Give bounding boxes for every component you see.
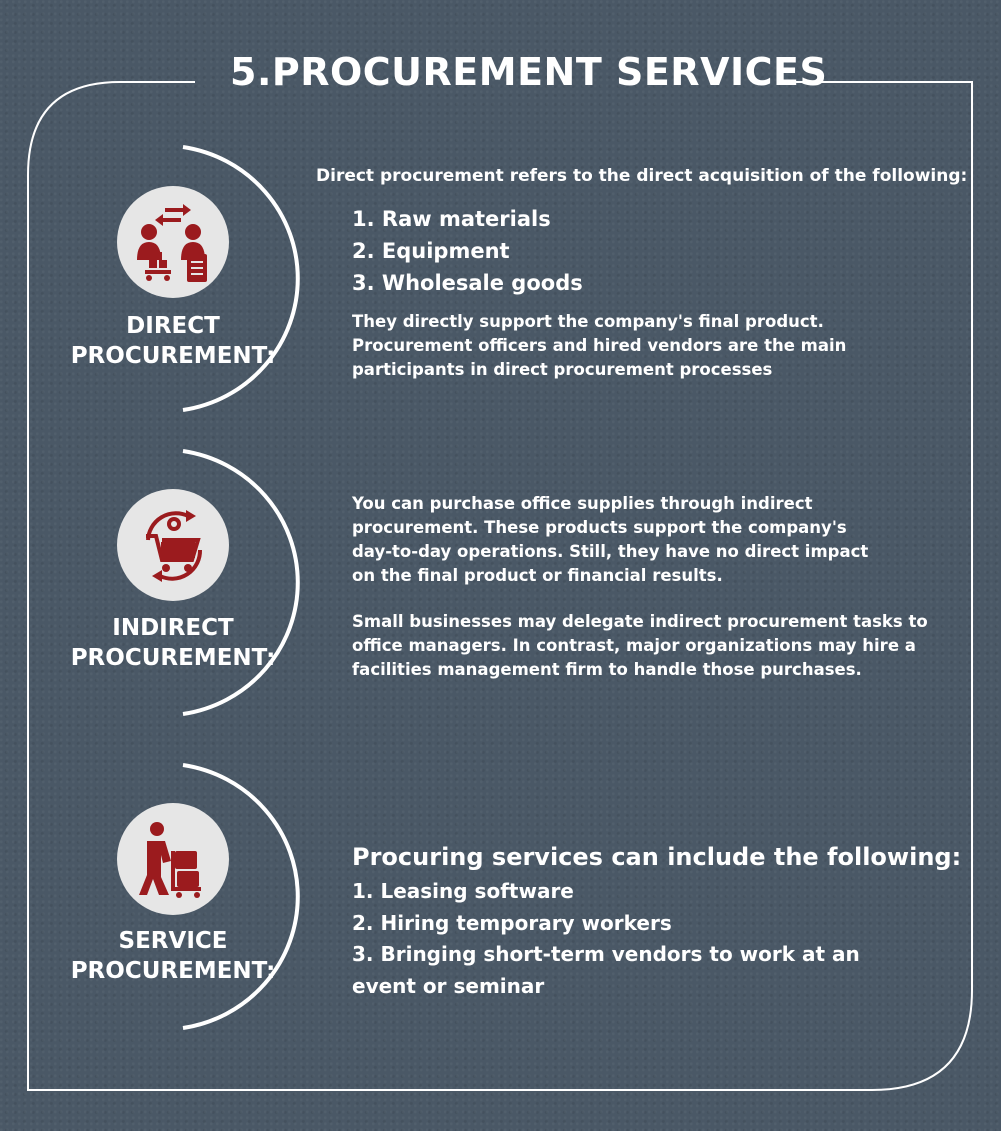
list-item: 3. Bringing short-term vendors to work a… [352, 942, 860, 966]
label-line: INDIRECT [112, 615, 234, 641]
section-arc-indirect [182, 449, 300, 716]
label-line: PROCUREMENT: [70, 645, 276, 671]
indirect-paragraph-1: You can purchase office supplies through… [352, 492, 868, 588]
service-list: 1. Leasing software 2. Hiring temporary … [352, 876, 860, 1002]
page-title: 5.PROCUREMENT SERVICES [230, 50, 828, 94]
label-line: SERVICE [118, 928, 228, 954]
list-item: 1. Leasing software [352, 879, 574, 903]
text-line: office managers. In contrast, major orga… [352, 636, 916, 655]
text-line: participants in direct procurement proce… [352, 360, 773, 379]
list-item: event or seminar [352, 973, 545, 998]
service-heading: Procuring services can include the follo… [352, 843, 962, 871]
outer-frame [27, 81, 973, 1091]
text-line: on the final product or financial result… [352, 566, 723, 585]
direct-intro: Direct procurement refers to the direct … [316, 166, 968, 186]
indirect-paragraph-2: Small businesses may delegate indirect p… [352, 610, 928, 682]
label-line: PROCUREMENT: [70, 958, 276, 984]
text-line: facilities management firm to handle tho… [352, 660, 862, 679]
text-line: procurement. These products support the … [352, 518, 847, 537]
delivery-worker-icon [117, 803, 229, 915]
text-line: You can purchase office supplies through… [352, 494, 813, 513]
text-line: Procurement officers and hired vendors a… [352, 336, 847, 355]
list-item: 3. Wholesale goods [352, 271, 583, 295]
section-label-indirect: INDIRECT PROCUREMENT: [60, 613, 286, 673]
list-item: 2. Hiring temporary workers [352, 910, 672, 935]
text-line: They directly support the company's fina… [352, 312, 824, 331]
list-item: 1. Raw materials [352, 207, 551, 231]
cart-cycle-icon [117, 489, 229, 601]
direct-description: They directly support the company's fina… [352, 310, 846, 382]
list-item: 2. Equipment [352, 239, 510, 263]
buyer-seller-exchange-icon [117, 186, 229, 298]
section-arc-direct [182, 145, 300, 412]
text-line: day-to-day operations. Still, they have … [352, 542, 869, 561]
label-line: DIRECT [126, 313, 220, 339]
direct-list: 1. Raw materials 2. Equipment 3. Wholesa… [352, 203, 583, 299]
section-arc-service [182, 763, 300, 1030]
section-label-service: SERVICE PROCUREMENT: [60, 926, 286, 986]
text-line: Small businesses may delegate indirect p… [352, 612, 928, 631]
label-line: PROCUREMENT: [70, 343, 276, 369]
section-label-direct: DIRECT PROCUREMENT: [60, 311, 286, 371]
